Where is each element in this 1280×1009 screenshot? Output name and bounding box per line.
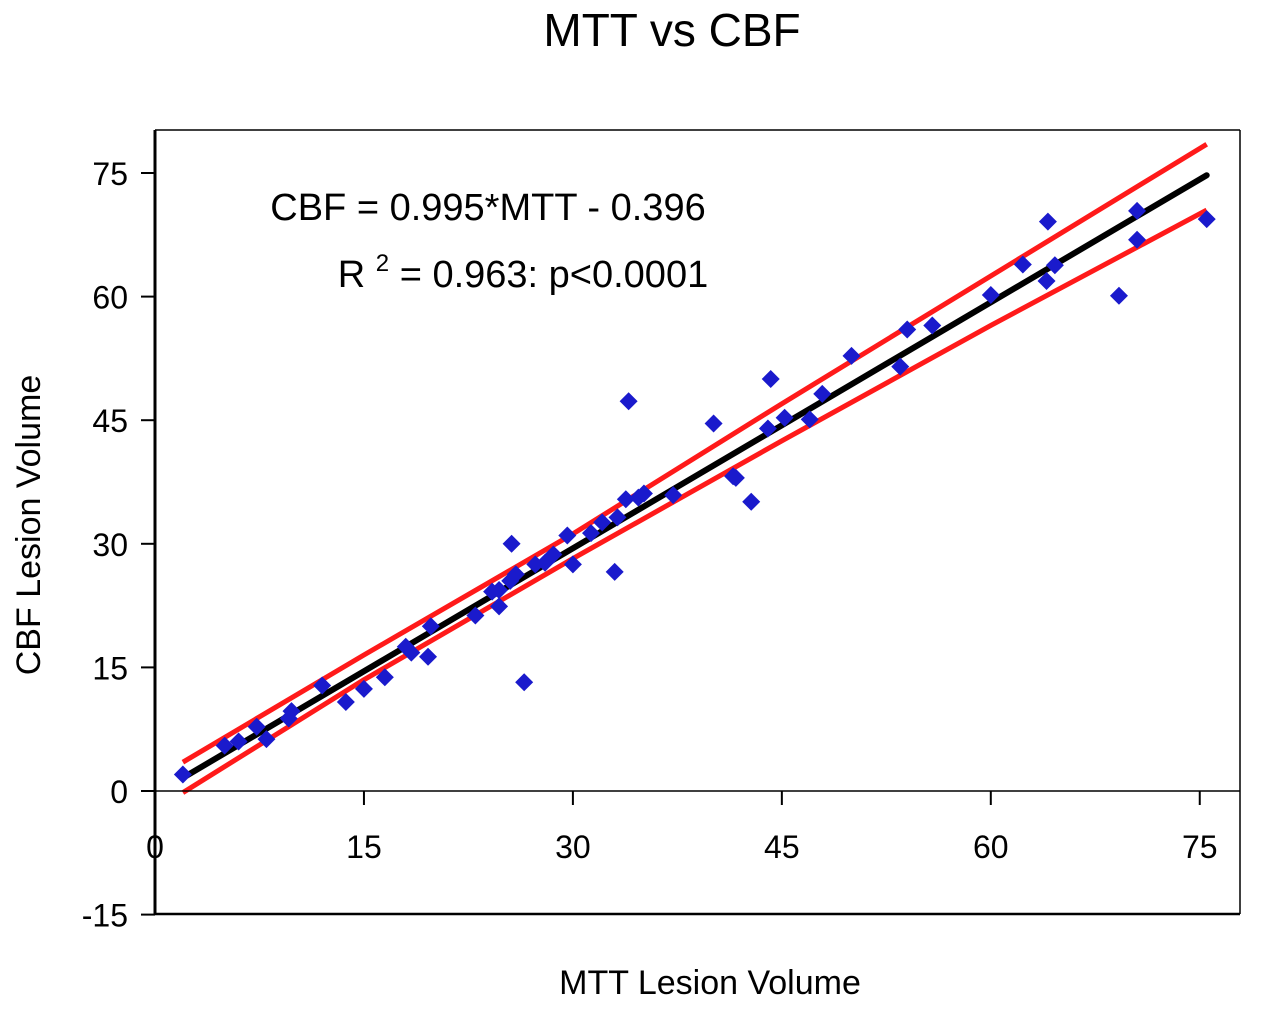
data-point — [593, 513, 612, 532]
r-squared-exponent: 2 — [376, 250, 389, 277]
data-point — [616, 490, 635, 509]
y-tick-label: 60 — [92, 280, 128, 316]
y-tick-label: 45 — [92, 403, 128, 439]
data-point — [1038, 212, 1057, 231]
data-point — [704, 414, 723, 433]
y-tick-label: 0 — [110, 774, 128, 810]
data-point — [605, 562, 624, 581]
data-point — [375, 668, 394, 687]
data-point — [742, 492, 761, 511]
data-point — [501, 571, 520, 590]
confidence-band-lower — [181, 207, 1208, 795]
data-point — [761, 370, 780, 388]
data-point — [775, 408, 794, 427]
data-point — [282, 702, 301, 721]
data-point — [898, 320, 917, 339]
data-point — [313, 676, 332, 695]
data-point — [634, 484, 653, 503]
data-point — [515, 673, 534, 692]
confidence-band-upper — [181, 142, 1209, 765]
x-axis-label: MTT Lesion Volume — [559, 964, 861, 1002]
data-point — [582, 524, 601, 543]
x-tick-label: 0 — [146, 829, 164, 865]
data-point — [257, 730, 276, 749]
data-point — [758, 419, 777, 438]
data-point — [726, 468, 745, 487]
equation-annotation: CBF = 0.995*MTT - 0.396 — [270, 187, 705, 229]
data-point — [354, 679, 373, 698]
data-point — [842, 346, 861, 365]
data-point — [1013, 255, 1032, 274]
r-squared-annotation: R 2 = 0.963: p<0.0001 — [338, 238, 708, 296]
r-squared-symbol: R — [338, 254, 365, 296]
data-point — [490, 597, 509, 616]
r-squared-value: = 0.963: p<0.0001 — [400, 254, 709, 296]
data-point — [800, 410, 819, 429]
data-point — [1128, 230, 1147, 249]
data-point — [247, 717, 266, 736]
x-tick-label: 60 — [973, 829, 1009, 865]
data-point — [419, 647, 438, 666]
y-tick-label: -15 — [82, 898, 128, 934]
data-point — [558, 526, 577, 545]
x-axis-ticks: 0 15 30 45 60 75 — [146, 791, 1218, 865]
data-point — [173, 765, 192, 784]
data-point — [506, 565, 525, 584]
regression-line — [179, 172, 1210, 781]
y-axis-label: CBF Lesion Volume — [10, 375, 48, 676]
chart-title: MTT vs CBF — [543, 4, 800, 56]
y-tick-label: 15 — [92, 650, 128, 686]
data-point — [664, 486, 683, 505]
data-point — [981, 285, 1000, 304]
data-point — [544, 545, 563, 564]
data-point — [402, 643, 421, 662]
data-point — [1045, 256, 1064, 275]
data-point — [563, 555, 582, 574]
data-point — [229, 732, 248, 751]
data-point — [1109, 286, 1128, 305]
data-point — [608, 508, 627, 527]
data-point — [891, 357, 910, 376]
data-point — [490, 580, 509, 599]
data-point — [1197, 210, 1216, 229]
y-tick-label: 75 — [92, 156, 128, 192]
data-point — [619, 392, 638, 411]
x-tick-label: 30 — [555, 829, 591, 865]
data-point — [215, 736, 234, 755]
data-point — [502, 534, 521, 553]
data-point — [466, 606, 485, 625]
data-point — [421, 617, 440, 636]
data-point — [813, 384, 832, 403]
data-point — [1037, 271, 1056, 290]
plot-area — [173, 142, 1216, 795]
y-tick-label: 30 — [92, 527, 128, 563]
data-point — [923, 316, 942, 335]
data-point — [1128, 201, 1147, 220]
x-tick-label: 45 — [764, 829, 800, 865]
y-axis-ticks: -15 0 15 30 45 60 75 — [82, 156, 155, 934]
x-tick-label: 75 — [1182, 829, 1218, 865]
data-point — [336, 693, 355, 712]
x-tick-label: 15 — [346, 829, 382, 865]
